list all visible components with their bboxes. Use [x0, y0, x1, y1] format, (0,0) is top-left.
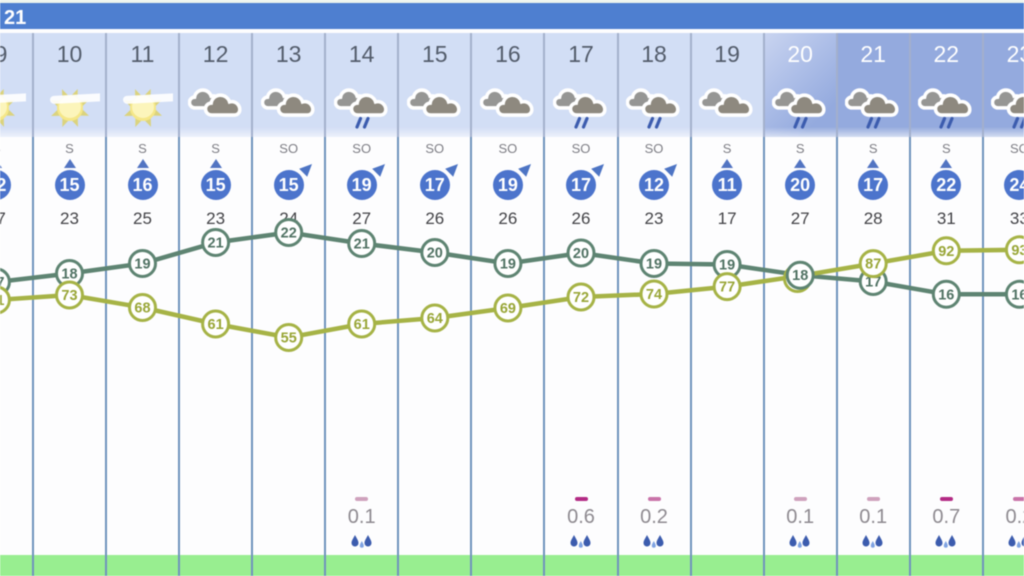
svg-text:21: 21: [208, 236, 224, 252]
svg-text:22: 22: [281, 226, 297, 242]
svg-text:17: 17: [865, 275, 881, 291]
svg-text:20: 20: [427, 246, 443, 262]
svg-text:18: 18: [792, 268, 808, 284]
svg-text:61: 61: [354, 317, 370, 333]
svg-text:73: 73: [61, 288, 77, 304]
svg-text:71: 71: [0, 293, 4, 309]
svg-text:17: 17: [0, 275, 4, 291]
svg-text:20: 20: [573, 246, 589, 262]
svg-text:19: 19: [719, 258, 735, 274]
svg-text:16: 16: [938, 287, 954, 303]
svg-text:18: 18: [61, 267, 77, 283]
svg-text:19: 19: [500, 257, 516, 273]
svg-text:93: 93: [1011, 243, 1024, 259]
svg-text:92: 92: [938, 244, 954, 260]
svg-text:19: 19: [646, 257, 662, 273]
svg-text:68: 68: [134, 301, 150, 317]
svg-text:19: 19: [134, 257, 150, 273]
svg-text:72: 72: [573, 290, 589, 306]
svg-text:55: 55: [281, 331, 297, 347]
svg-text:61: 61: [208, 317, 224, 333]
svg-text:87: 87: [865, 257, 881, 273]
svg-text:64: 64: [427, 311, 443, 327]
svg-text:77: 77: [719, 280, 735, 296]
svg-text:69: 69: [500, 301, 516, 317]
svg-text:16: 16: [1011, 287, 1024, 303]
svg-text:21: 21: [354, 237, 370, 253]
svg-text:74: 74: [646, 287, 662, 303]
